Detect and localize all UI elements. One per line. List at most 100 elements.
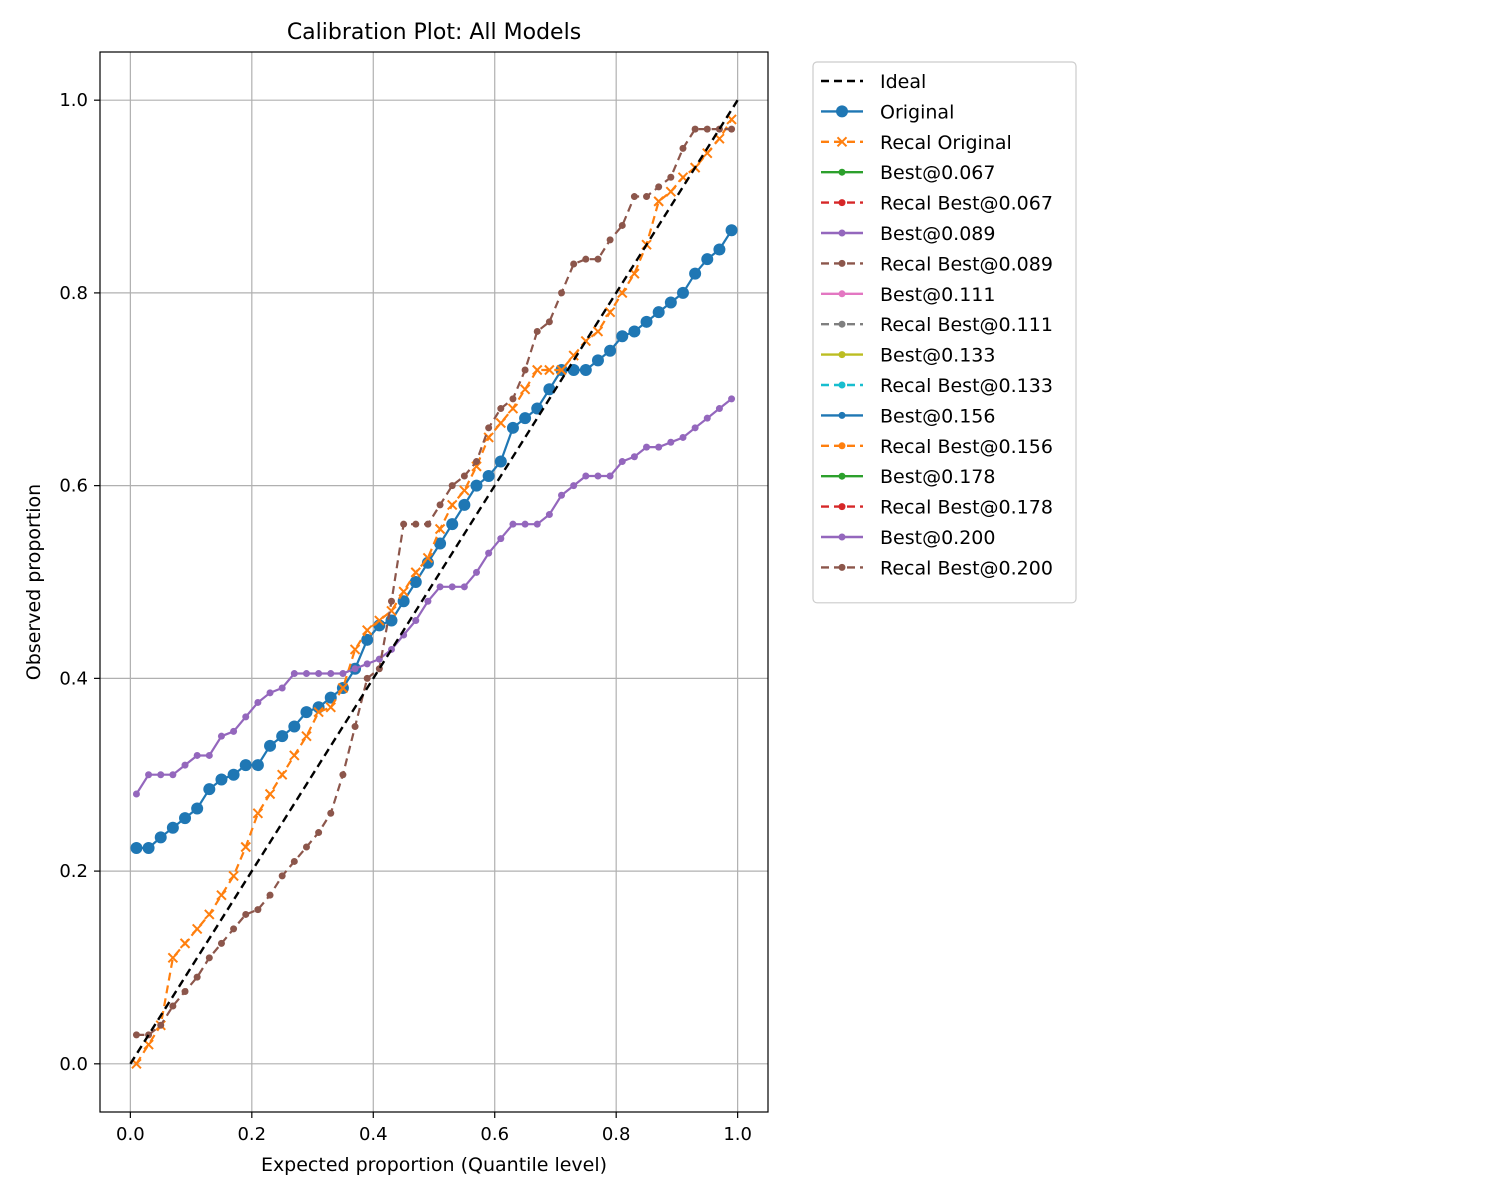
- data-point-recal-best-0-200: [582, 255, 590, 263]
- legend-label: Original: [880, 101, 954, 123]
- legend-marker: [838, 290, 846, 298]
- data-point-original: [725, 224, 738, 237]
- legend-label: Best@0.156: [880, 405, 995, 427]
- data-point-recal-best-0-200: [485, 424, 493, 432]
- data-point-recal-original: [544, 364, 555, 376]
- data-point-recal-best-0-200: [339, 771, 347, 779]
- data-point-best-0-200: [703, 414, 711, 422]
- legend-label: Ideal: [880, 71, 926, 93]
- data-point-best-0-200: [217, 732, 225, 740]
- legend-marker: [838, 533, 846, 541]
- data-point-recal-original: [568, 350, 579, 361]
- data-point-recal-original: [204, 909, 215, 920]
- data-point-recal-original: [252, 808, 264, 819]
- data-point-original: [482, 470, 495, 482]
- data-point-best-0-200: [582, 472, 590, 480]
- legend-label: Recal Best@0.111: [880, 314, 1053, 336]
- data-point-original: [288, 720, 301, 733]
- legend-label: Best@0.133: [880, 345, 995, 367]
- data-point-original: [519, 412, 532, 425]
- legend-label: Best@0.200: [880, 527, 995, 549]
- data-point-original: [652, 306, 665, 319]
- x-axis-ticks: 0.0 0.2 0.4 0.6 0.8 1.0: [116, 1112, 752, 1145]
- legend-label: Best@0.178: [880, 466, 995, 488]
- legend-label: Recal Best@0.156: [880, 436, 1053, 458]
- data-point-recal-best-0-200: [497, 405, 505, 413]
- data-point-best-0-200: [509, 520, 517, 528]
- legend-label: Best@0.111: [880, 284, 995, 306]
- data-point-recal-original: [653, 196, 664, 207]
- data-point-recal-best-0-200: [169, 1002, 177, 1010]
- data-point-best-0-200: [497, 535, 505, 543]
- legend-marker: [838, 381, 846, 389]
- legend-box: [812, 61, 1077, 604]
- legend-entry-recal-best-0-067: Recal Best@0.067: [821, 193, 1053, 215]
- series-best-0-200: [132, 395, 736, 798]
- data-point-recal-best-0-200: [327, 809, 335, 817]
- data-point-recal-original: [216, 889, 227, 901]
- data-point-recal-original: [289, 750, 300, 761]
- data-point-recal-best-0-200: [315, 829, 323, 837]
- legend-marker: [838, 351, 846, 359]
- x-axis-label: Expected proportion (Quantile level): [261, 1154, 607, 1176]
- chart-title: Calibration Plot: All Models: [287, 20, 581, 45]
- data-point-best-0-200: [594, 472, 602, 480]
- data-point-original: [446, 518, 459, 531]
- data-point-recal-best-0-200: [521, 366, 529, 374]
- x-tick-label: 1.0: [723, 1124, 752, 1145]
- data-point-recal-best-0-200: [558, 289, 566, 297]
- legend-entry-best-0-178: Best@0.178: [821, 466, 995, 488]
- data-point-best-0-200: [606, 472, 614, 480]
- data-point-recal-original: [276, 769, 288, 780]
- legend-marker: [836, 136, 848, 148]
- legend-marker: [838, 563, 846, 571]
- data-point-recal-best-0-200: [351, 723, 359, 731]
- legend-entry-best-0-067: Best@0.067: [821, 162, 995, 184]
- data-point-original: [640, 315, 653, 328]
- legend-entry-recal-best-0-133: Recal Best@0.133: [821, 375, 1053, 397]
- data-point-recal-original: [447, 499, 458, 511]
- data-point-best-0-200: [436, 583, 444, 591]
- legend-label: Best@0.067: [880, 162, 995, 184]
- legend: Ideal Original Recal Original Best@0.067 Rec…: [812, 61, 1077, 604]
- legend-label: Best@0.089: [880, 223, 995, 245]
- data-point-recal-best-0-200: [618, 221, 626, 229]
- legend-label: Recal Best@0.133: [880, 375, 1053, 397]
- data-point-recal-original: [313, 706, 324, 718]
- y-tick-label: 0.2: [59, 861, 88, 882]
- data-point-recal-best-0-200: [606, 236, 614, 244]
- legend-entry-recal-original: Recal Original: [821, 132, 1012, 154]
- x-tick-label: 0.8: [602, 1124, 631, 1145]
- data-point-recal-original: [556, 364, 567, 376]
- series-line-ideal: [129, 99, 739, 1065]
- data-point-recal-original: [179, 938, 191, 949]
- legend-entry-best-0-156: Best@0.156: [821, 405, 995, 427]
- data-point-recal-original: [240, 841, 251, 853]
- data-point-best-0-200: [157, 771, 165, 779]
- data-point-original: [604, 344, 617, 357]
- data-point-recal-best-0-200: [594, 255, 602, 263]
- data-point-recal-original: [532, 364, 543, 376]
- legend-entry-recal-best-0-111: Recal Best@0.111: [821, 314, 1053, 336]
- data-point-original: [264, 739, 277, 752]
- x-tick-label: 0.2: [237, 1124, 266, 1145]
- legend-entry-best-0-133: Best@0.133: [821, 345, 995, 367]
- data-point-recal-best-0-200: [655, 183, 663, 191]
- legend-marker: [838, 259, 846, 267]
- legend-marker: [838, 442, 846, 450]
- data-point-best-0-200: [278, 684, 286, 692]
- data-point-recal-best-0-200: [630, 193, 638, 201]
- y-tick-label: 0.0: [59, 1054, 88, 1075]
- data-point-best-0-200: [205, 751, 213, 759]
- data-point-recal-best-0-200: [436, 501, 444, 509]
- data-point-recal-best-0-200: [679, 144, 687, 152]
- data-point-recal-original: [398, 586, 409, 597]
- data-point-recal-best-0-200: [205, 954, 213, 962]
- series-recal-original: [131, 114, 737, 1070]
- data-point-best-0-200: [558, 491, 566, 499]
- x-tick-label: 0.0: [116, 1124, 145, 1145]
- data-point-best-0-200: [339, 670, 347, 678]
- legend-label: Recal Best@0.178: [880, 497, 1053, 519]
